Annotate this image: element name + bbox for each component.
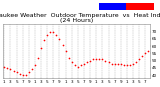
Point <box>110 63 113 64</box>
Point <box>9 69 12 70</box>
Point <box>107 61 110 63</box>
Point <box>74 64 76 66</box>
Point <box>24 75 27 76</box>
Point <box>6 67 9 69</box>
Point <box>49 31 52 32</box>
Point <box>98 59 101 60</box>
Point <box>129 64 131 66</box>
Point <box>52 31 55 32</box>
Point <box>101 59 104 60</box>
Point <box>123 64 125 66</box>
Point <box>113 63 116 64</box>
Point <box>138 59 140 60</box>
Point <box>77 66 79 67</box>
Point <box>58 38 61 40</box>
Point <box>126 64 128 66</box>
Point <box>80 64 82 66</box>
Point <box>67 57 70 58</box>
Point <box>31 69 33 70</box>
Point <box>135 61 137 63</box>
Point <box>144 53 147 54</box>
Point <box>86 61 88 63</box>
Point <box>15 72 18 73</box>
Point <box>64 50 67 51</box>
Point <box>40 47 42 48</box>
Point <box>83 63 85 64</box>
Point <box>34 64 36 66</box>
Point <box>116 63 119 64</box>
Point <box>12 70 15 72</box>
Title: Milwaukee Weather  Outdoor Temperature  vs  Heat Index
(24 Hours): Milwaukee Weather Outdoor Temperature vs… <box>0 13 160 23</box>
Point <box>61 44 64 45</box>
Point <box>18 73 21 74</box>
Point <box>147 50 150 51</box>
Point <box>141 56 144 57</box>
Point <box>37 57 39 58</box>
Point <box>46 34 48 35</box>
Point <box>89 60 91 61</box>
Point <box>28 72 30 73</box>
Point <box>132 63 134 64</box>
Point <box>43 40 45 41</box>
Point <box>92 59 94 60</box>
Point <box>104 60 107 61</box>
Point <box>55 34 58 35</box>
Point <box>70 61 73 63</box>
Point <box>21 75 24 76</box>
Point <box>95 59 98 60</box>
Point <box>120 63 122 64</box>
Point <box>3 66 6 67</box>
